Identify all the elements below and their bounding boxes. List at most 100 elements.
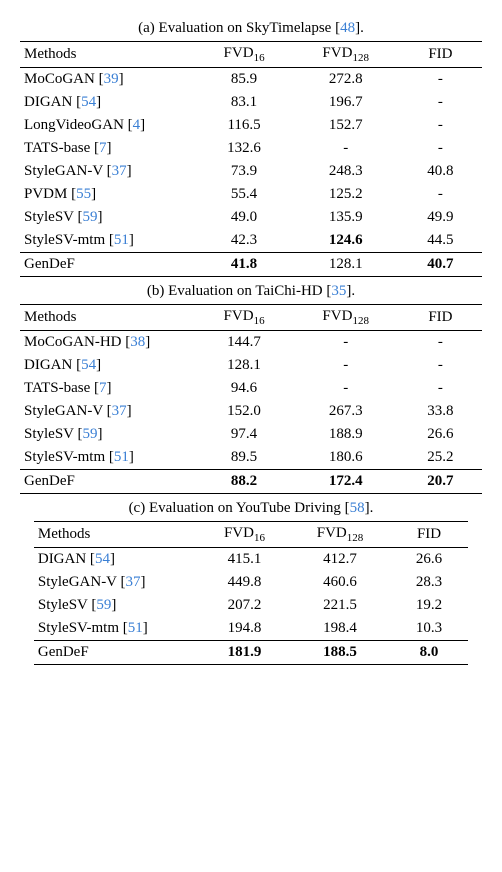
fid-cell: - (399, 183, 482, 206)
fvd16-cell: 42.3 (196, 229, 293, 253)
caption-suffix: ]. (365, 500, 374, 516)
method-cite[interactable]: 7 (99, 140, 107, 156)
val: 41.8 (231, 256, 257, 272)
final-fid: 40.7 (399, 253, 482, 277)
method-cite[interactable]: 51 (114, 232, 129, 248)
final-fvd128: 188.5 (290, 641, 390, 665)
method-cell: MoCoGAN [39] (20, 68, 196, 92)
method-cell: StyleSV [59] (20, 206, 196, 229)
table-b: Methods FVD16 FVD128 FID MoCoGAN-HD [38]… (20, 304, 482, 494)
caption-cite[interactable]: 48 (340, 20, 355, 36)
table-a: Methods FVD16 FVD128 FID MoCoGAN [39]85.… (20, 41, 482, 277)
fvd128-cell: - (293, 331, 399, 355)
method-name: StyleGAN-V [ (24, 403, 112, 419)
method-cite[interactable]: 51 (114, 449, 129, 465)
method-cite[interactable]: 37 (112, 403, 127, 419)
method-cell: DIGAN [54] (34, 548, 199, 572)
fid-cell: - (399, 68, 482, 92)
caption-text: (a) Evaluation on SkyTimelapse [ (138, 20, 340, 36)
method-cell: PVDM [55] (20, 183, 196, 206)
method-suffix: ] (145, 334, 150, 350)
fvd128-cell: 196.7 (293, 91, 399, 114)
method-name: StyleSV [ (24, 426, 82, 442)
fvd16-cell: 144.7 (196, 331, 293, 355)
method-cite[interactable]: 54 (95, 551, 110, 567)
col-fid: FID (399, 305, 482, 331)
fid-cell: - (399, 354, 482, 377)
final-fid: 20.7 (399, 470, 482, 494)
col-fvd16: FVD16 (196, 305, 293, 331)
caption-text: (c) Evaluation on YouTube Driving [ (129, 500, 350, 516)
final-method: GenDeF (20, 470, 196, 494)
method-name: StyleSV-mtm [ (24, 232, 114, 248)
method-name: DIGAN [ (24, 94, 81, 110)
col-fvd16: FVD16 (199, 522, 290, 548)
method-name: StyleGAN-V [ (24, 163, 112, 179)
caption-cite[interactable]: 35 (331, 283, 346, 299)
val: 172.4 (329, 473, 363, 489)
method-name: PVDM [ (24, 186, 76, 202)
table-row: PVDM [55]55.4125.2- (20, 183, 482, 206)
fvd128-sub: 128 (347, 532, 364, 544)
table-row: LongVideoGAN [4]116.5152.7- (20, 114, 482, 137)
method-cite[interactable]: 37 (126, 574, 141, 590)
table-row: TATS-base [7]132.6-- (20, 137, 482, 160)
fvd128-cell: 180.6 (293, 446, 399, 470)
final-method: GenDeF (34, 641, 199, 665)
method-suffix: ] (127, 403, 132, 419)
method-cite[interactable]: 55 (76, 186, 91, 202)
method-cite[interactable]: 54 (81, 357, 96, 373)
method-cite[interactable]: 38 (130, 334, 145, 350)
fvd128-cell: 412.7 (290, 548, 390, 572)
fid-cell: - (399, 377, 482, 400)
fid-cell: 25.2 (399, 446, 482, 470)
table-row: StyleGAN-V [37]449.8460.628.3 (34, 571, 468, 594)
method-cite[interactable]: 54 (81, 94, 96, 110)
method-name: StyleSV-mtm [ (38, 620, 128, 636)
val: 20.7 (427, 473, 453, 489)
method-cite[interactable]: 39 (104, 71, 119, 87)
method-cell: StyleSV-mtm [51] (20, 446, 196, 470)
method-name: MoCoGAN [ (24, 71, 104, 87)
method-cite[interactable]: 59 (82, 209, 97, 225)
method-cite[interactable]: 59 (96, 597, 111, 613)
method-cell: MoCoGAN-HD [38] (20, 331, 196, 355)
fvd128-cell: 221.5 (290, 594, 390, 617)
fvd16-cell: 194.8 (199, 617, 290, 641)
fid-cell: - (399, 91, 482, 114)
fvd128-label: FVD (322, 45, 352, 61)
table-row: TATS-base [7]94.6-- (20, 377, 482, 400)
method-cell: StyleGAN-V [37] (20, 160, 196, 183)
final-fvd16: 88.2 (196, 470, 293, 494)
table-row: StyleSV [59]49.0135.949.9 (20, 206, 482, 229)
method-cite[interactable]: 37 (112, 163, 127, 179)
method-name: DIGAN [ (24, 357, 81, 373)
fid-cell: 26.6 (399, 423, 482, 446)
fid-cell: 44.5 (399, 229, 482, 253)
val: 124.6 (329, 232, 363, 248)
val: 40.7 (427, 256, 453, 272)
method-cell: TATS-base [7] (20, 137, 196, 160)
caption-cite[interactable]: 58 (350, 500, 365, 516)
fvd16-cell: 207.2 (199, 594, 290, 617)
method-cite[interactable]: 51 (128, 620, 143, 636)
method-cell: StyleSV-mtm [51] (20, 229, 196, 253)
table-row: StyleGAN-V [37]152.0267.333.8 (20, 400, 482, 423)
method-cell: StyleSV [59] (20, 423, 196, 446)
method-suffix: ] (143, 620, 148, 636)
fvd16-cell: 152.0 (196, 400, 293, 423)
caption-text: (b) Evaluation on TaiChi-HD [ (147, 283, 331, 299)
table-row: DIGAN [54]128.1-- (20, 354, 482, 377)
method-cite[interactable]: 59 (82, 426, 97, 442)
fid-cell: 10.3 (390, 617, 468, 641)
table-row: DIGAN [54]83.1196.7- (20, 91, 482, 114)
col-fvd128: FVD128 (293, 305, 399, 331)
method-suffix: ] (129, 449, 134, 465)
final-fid: 8.0 (390, 641, 468, 665)
fvd128-cell: 135.9 (293, 206, 399, 229)
fvd16-cell: 85.9 (196, 68, 293, 92)
caption-suffix: ]. (355, 20, 364, 36)
method-name: StyleSV-mtm [ (24, 449, 114, 465)
val: 188.5 (323, 644, 357, 660)
method-cite[interactable]: 7 (99, 380, 107, 396)
